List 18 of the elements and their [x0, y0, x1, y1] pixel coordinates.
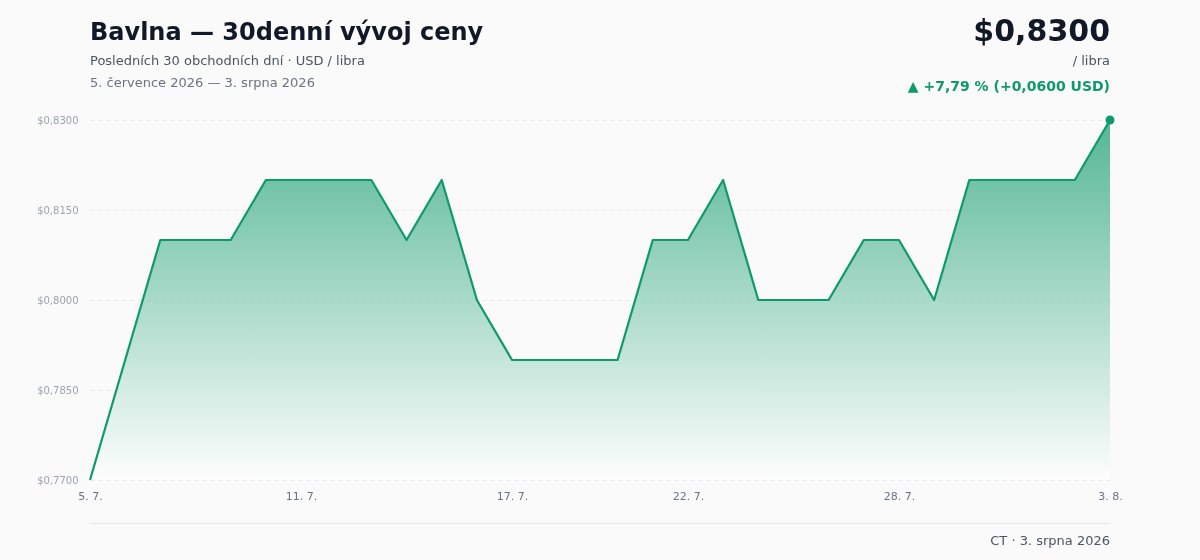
y-tick-label: $0,8000 — [37, 294, 79, 306]
chart-subtitle: Posledních 30 obchodních dní · USD / libra — [90, 53, 365, 68]
y-tick-label: $0,7700 — [37, 474, 79, 486]
annotation: $0,8300 — [973, 13, 1110, 48]
x-tick-label: 28. 7. — [883, 489, 916, 503]
text: CT · 3. srpna 2026 — [990, 533, 1110, 548]
y-tick-label: $0,8300 — [37, 114, 79, 126]
x-tick-label: 22. 7. — [672, 489, 705, 503]
text: 5. července 2026 — 3. srpna 2026 — [90, 75, 315, 90]
x-tick-label: 11. 7. — [285, 489, 318, 503]
text: / libra — [1072, 53, 1110, 68]
text: ▲ +7,79 % (+0,0600 USD) — [907, 78, 1110, 94]
y-tick-label: $0,8150 — [37, 204, 79, 216]
x-tick-label: 17. 7. — [496, 489, 529, 503]
y-tick-label: $0,7850 — [37, 384, 79, 396]
x-tick-label: 3. 8. — [1098, 489, 1123, 503]
chart-title: Bavlna — 30denní vývoj ceny — [90, 18, 484, 46]
x-tick-label: 5. 7. — [78, 489, 103, 503]
